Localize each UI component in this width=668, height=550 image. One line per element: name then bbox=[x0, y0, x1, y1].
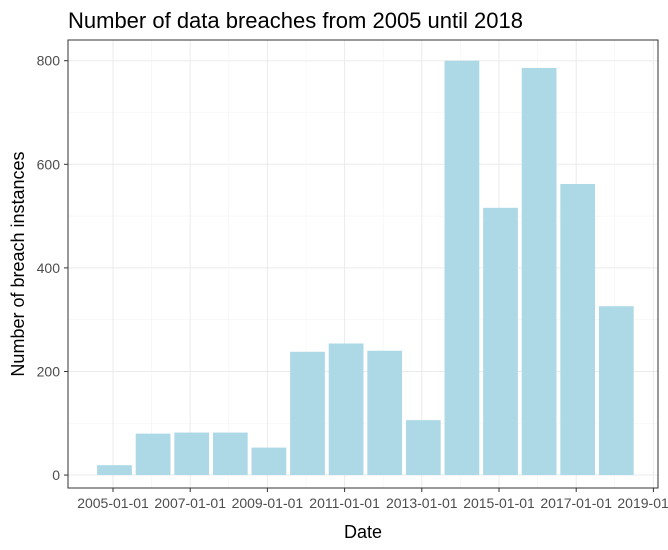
y-tick-label: 800 bbox=[37, 53, 61, 69]
y-tick-label: 600 bbox=[37, 156, 61, 172]
bar-2017 bbox=[560, 183, 596, 476]
panel-border bbox=[67, 39, 659, 489]
x-tick-label: 2009-01-01 bbox=[232, 495, 304, 511]
y-tick-label: 400 bbox=[37, 260, 61, 276]
y-tick-label: 200 bbox=[37, 363, 61, 379]
y-tick-label: 0 bbox=[52, 467, 60, 483]
bar-2009 bbox=[251, 447, 287, 476]
bar-2014 bbox=[444, 60, 480, 476]
x-tick-label: 2017-01-01 bbox=[540, 495, 612, 511]
x-tick-label: 2019-01-01 bbox=[617, 495, 668, 511]
bar-2018 bbox=[598, 306, 634, 476]
y-axis-title: Number of breach instances bbox=[8, 151, 28, 376]
x-axis-title: Date bbox=[344, 522, 382, 542]
bar-2013 bbox=[405, 420, 441, 476]
x-axis: 2005-01-01 2007-01-01 2009-01-01 2011-01-01… bbox=[77, 488, 668, 511]
bar-2007 bbox=[174, 432, 210, 476]
x-tick-label: 2005-01-01 bbox=[77, 495, 149, 511]
bars bbox=[97, 60, 634, 476]
x-tick-label: 2013-01-01 bbox=[386, 495, 458, 511]
bar-2016 bbox=[521, 67, 557, 476]
bar-2008 bbox=[212, 432, 248, 476]
bar-2005 bbox=[97, 465, 132, 476]
x-tick-label: 2015-01-01 bbox=[463, 495, 535, 511]
bar-2011 bbox=[328, 343, 364, 476]
x-tick-label: 2011-01-01 bbox=[309, 495, 380, 511]
bar-2012 bbox=[367, 350, 403, 476]
bar-2006 bbox=[135, 433, 171, 476]
bar-2015 bbox=[483, 207, 518, 476]
y-axis: 0 200 400 600 800 bbox=[37, 53, 68, 483]
bar-2010 bbox=[290, 351, 325, 476]
x-tick-label: 2007-01-01 bbox=[154, 495, 226, 511]
chart-title: Number of data breaches from 2005 until … bbox=[68, 8, 523, 33]
